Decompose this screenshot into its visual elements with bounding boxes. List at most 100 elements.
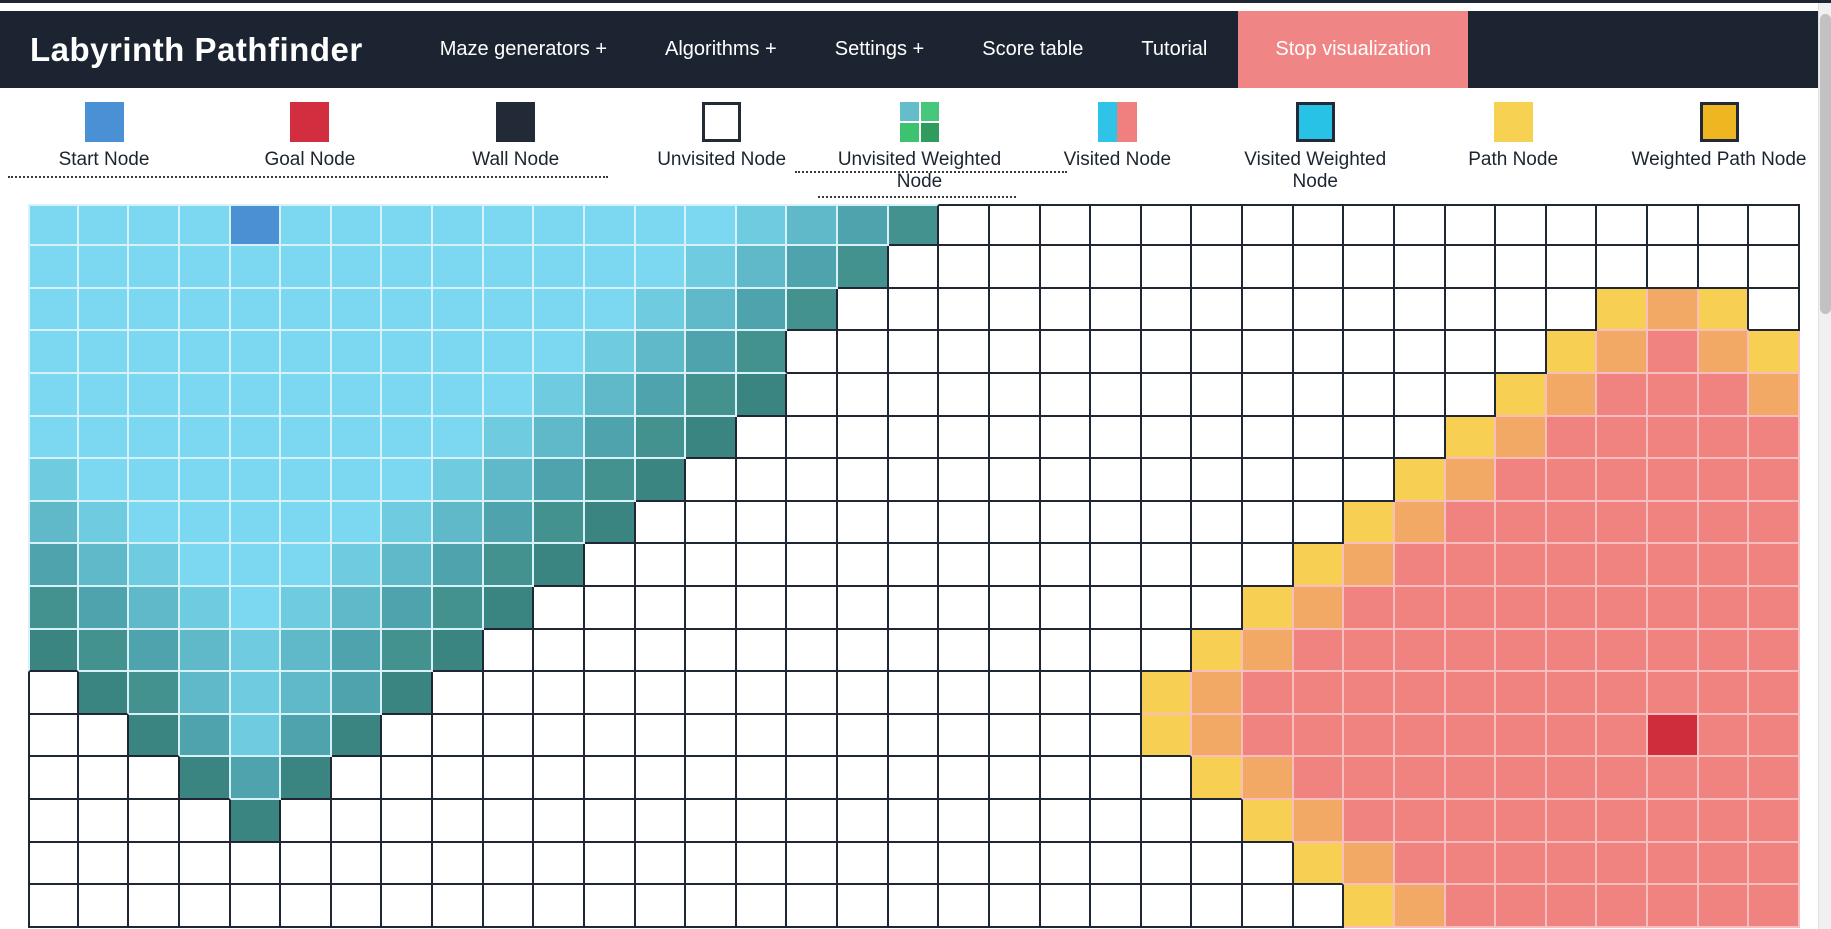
grid-cell-visited-pink[interactable] — [1496, 586, 1547, 630]
grid-cell-unvisited[interactable] — [888, 757, 940, 800]
grid-cell-unvisited[interactable] — [939, 331, 990, 374]
grid-cell-unvisited[interactable] — [888, 544, 940, 587]
grid-cell-visited-cyan[interactable] — [483, 373, 535, 417]
grid-cell-visited-pink[interactable] — [1597, 586, 1648, 630]
grid-cell-visited-cyan[interactable] — [382, 586, 433, 630]
grid-cell-frontier-orange[interactable] — [1192, 714, 1243, 758]
grid-cell-unvisited[interactable] — [686, 672, 737, 715]
grid-cell-unvisited[interactable] — [1192, 459, 1243, 502]
grid-cell-unvisited[interactable] — [1040, 288, 1092, 332]
grid-cell-frontier-orange[interactable] — [1243, 629, 1294, 673]
grid-cell-unvisited[interactable] — [635, 501, 687, 545]
grid-cell-visited-cyan[interactable] — [483, 246, 535, 289]
grid-cell-visited-cyan[interactable] — [129, 331, 180, 374]
grid-cell-unvisited[interactable] — [787, 373, 838, 417]
grid-cell-visited-cyan[interactable] — [635, 246, 687, 289]
grid-cell-unvisited[interactable] — [1243, 288, 1294, 332]
grid-cell-visited-cyan[interactable] — [382, 203, 433, 247]
grid-cell-visited-pink[interactable] — [1698, 544, 1750, 587]
grid-cell-visited-pink[interactable] — [1546, 799, 1598, 843]
grid-cell-unvisited[interactable] — [888, 501, 940, 545]
grid-cell-unvisited[interactable] — [686, 544, 737, 587]
grid-cell-visited-cyan[interactable] — [331, 629, 383, 673]
grid-cell-unvisited[interactable] — [838, 459, 889, 502]
grid-cell-visited-cyan[interactable] — [230, 672, 282, 715]
grid-cell-visited-cyan[interactable] — [382, 416, 433, 460]
grid-cell-unvisited[interactable] — [1293, 203, 1345, 247]
grid-cell-unvisited[interactable] — [1243, 331, 1294, 374]
grid-cell-visited-pink[interactable] — [1648, 672, 1699, 715]
grid-cell-unvisited[interactable] — [1496, 288, 1547, 332]
grid-cell-visited-pink[interactable] — [1698, 799, 1750, 843]
grid-cell-visited-pink[interactable] — [1597, 459, 1648, 502]
grid-cell-visited-cyan[interactable] — [686, 331, 737, 374]
grid-cell-frontier-yellow[interactable] — [1344, 501, 1395, 545]
grid-cell-visited-cyan[interactable] — [281, 501, 332, 545]
grid-cell-unvisited[interactable] — [939, 459, 990, 502]
grid-cell-visited-pink[interactable] — [1546, 885, 1598, 928]
grid-cell-frontier-orange[interactable] — [1496, 416, 1547, 460]
grid-cell-unvisited[interactable] — [635, 672, 687, 715]
grid-cell-visited-cyan[interactable] — [635, 203, 687, 247]
grid-cell-visited-pink[interactable] — [1698, 373, 1750, 417]
grid-cell-unvisited[interactable] — [686, 885, 737, 928]
grid-cell-unvisited[interactable] — [1141, 629, 1193, 673]
grid-cell-visited-pink[interactable] — [1445, 672, 1497, 715]
grid-cell-frontier-yellow[interactable] — [1749, 331, 1800, 374]
grid-cell-visited-pink[interactable] — [1749, 842, 1800, 886]
grid-cell-unvisited[interactable] — [989, 629, 1041, 673]
grid-cell-unvisited[interactable] — [230, 842, 282, 886]
grid-cell-visited-cyan[interactable] — [179, 416, 231, 460]
grid-cell-visited-cyan[interactable] — [534, 501, 585, 545]
grid-cell-visited-pink[interactable] — [1597, 842, 1648, 886]
grid-cell-unvisited[interactable] — [1040, 672, 1092, 715]
grid-cell-unvisited[interactable] — [635, 586, 687, 630]
grid-cell-visited-pink[interactable] — [1698, 714, 1750, 758]
grid-cell-unvisited[interactable] — [1091, 714, 1142, 758]
grid-cell-visited-pink[interactable] — [1597, 672, 1648, 715]
grid-cell-visited-pink[interactable] — [1749, 672, 1800, 715]
grid-cell-frontier-yellow[interactable] — [1293, 842, 1345, 886]
grid-cell-unvisited[interactable] — [1040, 459, 1092, 502]
grid-cell-unvisited[interactable] — [1597, 203, 1648, 247]
grid-cell-unvisited[interactable] — [1141, 885, 1193, 928]
grid-cell-visited-cyan[interactable] — [433, 288, 484, 332]
grid-cell-visited-pink[interactable] — [1293, 672, 1345, 715]
grid-cell-unvisited[interactable] — [989, 416, 1041, 460]
grid-cell-unvisited[interactable] — [736, 757, 788, 800]
grid-cell-visited-pink[interactable] — [1344, 714, 1395, 758]
grid-cell-unvisited[interactable] — [787, 586, 838, 630]
grid-cell-visited-cyan[interactable] — [230, 757, 282, 800]
grid-cell-visited-cyan[interactable] — [281, 416, 332, 460]
grid-cell-visited-cyan[interactable] — [331, 459, 383, 502]
grid-cell-unvisited[interactable] — [989, 885, 1041, 928]
grid-cell-unvisited[interactable] — [1344, 416, 1395, 460]
grid-cell-unvisited[interactable] — [331, 842, 383, 886]
grid-cell-unvisited[interactable] — [838, 672, 889, 715]
grid-cell-visited-pink[interactable] — [1648, 842, 1699, 886]
grid-cell-frontier-orange[interactable] — [1445, 459, 1497, 502]
nav-item-settings[interactable]: Settings + — [834, 38, 925, 60]
grid-cell-unvisited[interactable] — [1040, 799, 1092, 843]
grid-cell-visited-pink[interactable] — [1445, 842, 1497, 886]
grid-cell-frontier-orange[interactable] — [1698, 331, 1750, 374]
grid-cell-unvisited[interactable] — [1749, 288, 1800, 332]
grid-cell-unvisited[interactable] — [1192, 544, 1243, 587]
grid-cell-visited-pink[interactable] — [1648, 501, 1699, 545]
grid-cell-frontier-yellow[interactable] — [1698, 288, 1750, 332]
grid-cell-unvisited[interactable] — [1394, 246, 1446, 289]
grid-cell-visited-cyan[interactable] — [433, 501, 484, 545]
grid-cell-visited-cyan[interactable] — [787, 203, 838, 247]
grid-cell-unvisited[interactable] — [686, 714, 737, 758]
grid-cell-visited-pink[interactable] — [1749, 757, 1800, 800]
grid-cell-frontier-orange[interactable] — [1344, 544, 1395, 587]
grid-cell-visited-cyan[interactable] — [179, 203, 231, 247]
grid-cell-unvisited[interactable] — [1749, 246, 1800, 289]
grid-cell-visited-cyan[interactable] — [129, 203, 180, 247]
grid-cell-unvisited[interactable] — [433, 714, 484, 758]
grid-cell-unvisited[interactable] — [1243, 459, 1294, 502]
grid-cell-unvisited[interactable] — [281, 799, 332, 843]
grid-cell-unvisited[interactable] — [534, 629, 585, 673]
grid-cell-unvisited[interactable] — [838, 373, 889, 417]
grid-cell-visited-pink[interactable] — [1546, 714, 1598, 758]
